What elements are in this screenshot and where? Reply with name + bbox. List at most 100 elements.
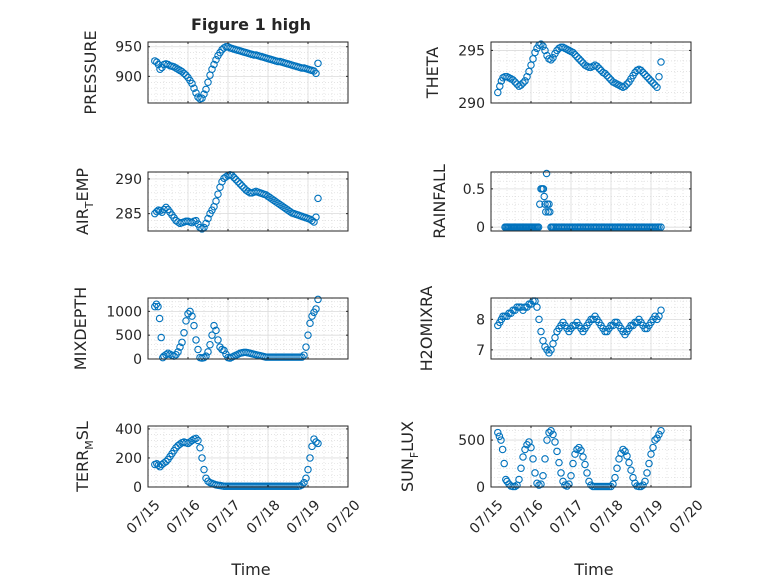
data-point xyxy=(639,68,647,77)
data-series xyxy=(151,42,322,103)
data-point xyxy=(655,72,663,81)
subplot-3: 285 290 AIRTEMP xyxy=(73,168,349,235)
data-point xyxy=(300,351,308,359)
y-axis-label: AIRTEMP xyxy=(73,168,96,235)
data-point xyxy=(306,319,314,328)
data-point xyxy=(214,190,222,198)
data-point xyxy=(302,474,310,483)
data-point xyxy=(304,331,312,339)
data-point xyxy=(547,56,555,64)
data-point xyxy=(188,312,196,320)
data-point xyxy=(298,353,306,361)
data-point xyxy=(643,469,651,477)
data-point xyxy=(511,78,519,86)
data-point xyxy=(571,450,579,458)
x-tick-label: 07/16 xyxy=(507,497,547,537)
data-point xyxy=(517,464,525,472)
data-point xyxy=(200,353,208,362)
data-point xyxy=(534,223,543,231)
data-point xyxy=(623,80,631,88)
data-point xyxy=(553,447,561,456)
data-point xyxy=(657,306,665,314)
y-tick-label: 900 xyxy=(115,69,142,85)
axes-box xyxy=(490,297,692,360)
data-point xyxy=(611,473,619,482)
data-point xyxy=(232,175,240,184)
data-point xyxy=(542,169,551,178)
data-point xyxy=(583,469,591,477)
data-point xyxy=(623,452,631,460)
data-point xyxy=(627,466,635,474)
data-point xyxy=(200,465,208,474)
data-point xyxy=(186,307,194,316)
subplot-8: 0 500 SUNFLUX 07/15 07/16 07/17 07/18 07/19 07/2… xyxy=(398,421,707,579)
data-point xyxy=(192,336,200,344)
data-point xyxy=(551,438,559,446)
data-point xyxy=(521,77,529,85)
y-tick-label: 295 xyxy=(458,43,485,59)
data-point xyxy=(154,302,162,311)
data-point xyxy=(555,458,563,467)
y-axis-label: H2OMIXRA xyxy=(417,286,436,372)
data-point xyxy=(314,439,322,448)
y-tick-label: 8 xyxy=(476,312,485,328)
data-point xyxy=(541,455,549,463)
data-point xyxy=(571,50,579,59)
data-point xyxy=(192,434,200,443)
y-tick-label: 400 xyxy=(115,422,142,438)
x-tick-label: 07/20 xyxy=(667,497,707,537)
y-tick-label: 0.5 xyxy=(463,182,485,198)
data-point xyxy=(499,312,507,321)
data-point xyxy=(497,436,505,444)
data-point xyxy=(647,450,655,458)
data-point xyxy=(621,447,629,456)
data-point xyxy=(547,426,555,435)
data-point xyxy=(535,315,543,324)
data-point xyxy=(605,74,613,82)
data-point xyxy=(188,79,196,88)
data-point xyxy=(639,481,647,489)
data-point xyxy=(545,428,553,437)
data-point xyxy=(156,207,164,215)
data-point xyxy=(601,69,609,78)
y-tick-label: 0 xyxy=(476,480,485,496)
data-point xyxy=(573,445,581,454)
subplot-6: 7 8 H2OMIXRA xyxy=(417,286,692,372)
data-point xyxy=(198,454,206,462)
data-point xyxy=(519,79,527,87)
data-point xyxy=(314,194,322,203)
data-point xyxy=(549,430,557,439)
x-tick-label: 07/18 xyxy=(244,497,284,537)
data-point xyxy=(509,76,517,84)
axes-box xyxy=(490,425,692,488)
data-point xyxy=(310,218,318,226)
data-point xyxy=(517,81,525,89)
data-point xyxy=(540,192,548,201)
data-point xyxy=(194,93,202,101)
data-point xyxy=(641,70,649,79)
data-point xyxy=(234,177,242,186)
data-point xyxy=(575,55,583,63)
subplot-1: 900 950 PRESSURE xyxy=(81,30,349,115)
data-point xyxy=(296,353,304,361)
x-tick-label: 07/15 xyxy=(124,497,164,537)
data-point xyxy=(212,197,220,205)
data-point xyxy=(160,205,168,214)
data-point xyxy=(178,338,186,347)
x-tick-label: 07/17 xyxy=(204,497,244,537)
x-tick-label: 07/16 xyxy=(164,497,204,537)
data-point xyxy=(655,223,663,231)
data-point xyxy=(314,295,322,304)
data-point xyxy=(567,471,575,480)
data-point xyxy=(539,471,547,480)
data-point xyxy=(621,82,629,90)
data-point xyxy=(593,62,601,70)
data-point xyxy=(162,203,170,212)
data-point xyxy=(204,348,212,356)
data-point xyxy=(194,345,202,354)
y-tick-label: 950 xyxy=(115,40,142,56)
data-point xyxy=(306,454,314,462)
data-point xyxy=(204,477,212,485)
data-point xyxy=(202,85,210,94)
